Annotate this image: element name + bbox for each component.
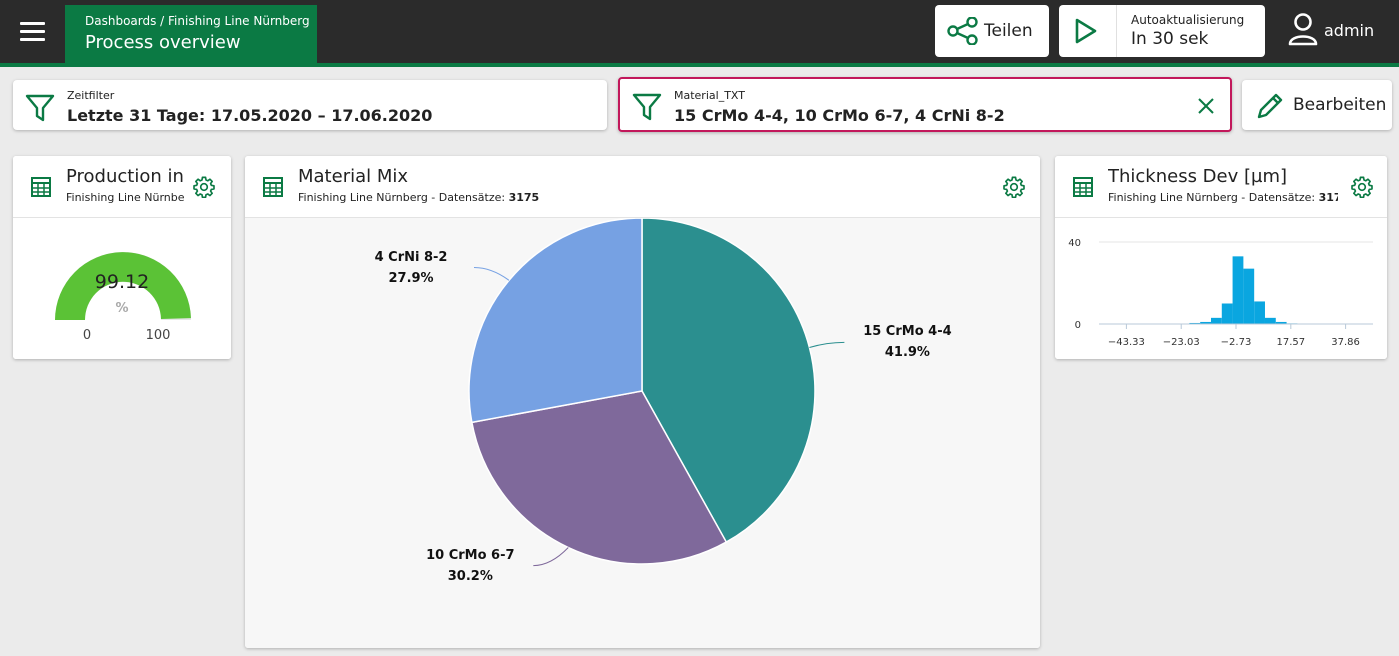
top-bar-accent: [0, 63, 1399, 67]
pie-slice-label: 10 CrMo 6-7 30.2%: [415, 545, 525, 587]
histogram-bar[interactable]: [1264, 317, 1276, 324]
histogram-bar[interactable]: [1254, 301, 1265, 324]
thickness-card: Thickness Dev [µm] Finishing Line Nürnbe…: [1055, 156, 1387, 359]
histogram-bar[interactable]: [1210, 317, 1222, 324]
filter-icon: [632, 93, 662, 121]
pie-chart: [468, 218, 845, 567]
edit-button[interactable]: Bearbeiten: [1242, 80, 1392, 130]
x-tick-label: 17.57: [1276, 337, 1305, 348]
card-subtitle: Finishing Line Nürnberg - Datensätze: 31…: [298, 191, 540, 204]
gauge-fill: [55, 252, 191, 320]
histogram-bar[interactable]: [1221, 303, 1233, 325]
card-header: Material Mix Finishing Line Nürnberg - D…: [245, 156, 1040, 218]
slice-name: 15 CrMo 4-4: [863, 324, 952, 340]
pie-label-connector: [809, 341, 845, 348]
time-filter-label: Zeitfilter: [67, 89, 115, 102]
time-filter-value: Letzte 31 Tage: 17.05.2020 – 17.06.2020: [67, 106, 433, 125]
gauge-min-label: 0: [82, 328, 92, 343]
pie-slice[interactable]: [470, 390, 728, 565]
menu-button[interactable]: [14, 17, 50, 47]
card-title: Thickness Dev [µm]: [1108, 166, 1288, 187]
pie-label-connector: [533, 547, 569, 567]
slice-percent: 41.9%: [884, 345, 930, 361]
play-icon: [1075, 18, 1097, 44]
autorefresh-value: In 30 sek: [1131, 29, 1209, 49]
page-title: Process overview: [85, 32, 241, 53]
record-count: 317: [1318, 191, 1338, 204]
pencil-icon: [1257, 93, 1283, 119]
gear-icon[interactable]: [193, 176, 215, 198]
gauge-max-label: 100: [145, 328, 171, 343]
top-bar: Dashboards / Finishing Line Nürnberg Pro…: [0, 0, 1399, 63]
histogram-bar[interactable]: [1200, 321, 1211, 324]
record-count: 3175: [508, 191, 540, 204]
table-icon: [263, 177, 283, 197]
card-header: Production in Finishing Line Nürnbe: [13, 156, 231, 218]
pie-slice-label: 4 CrNi 8-2 27.9%: [356, 247, 466, 289]
pie-label-connector: [473, 267, 510, 281]
card-subtitle: Finishing Line Nürnbe: [66, 191, 185, 204]
pie-slice-label: 15 CrMo 4-4 41.9%: [852, 321, 962, 363]
gear-icon[interactable]: [1351, 176, 1373, 198]
histogram-chart: 40 0 −43.33 −23.03 −2.73 17.57 37.86: [1068, 238, 1373, 348]
table-icon: [1073, 177, 1093, 197]
user-name: admin: [1324, 21, 1375, 40]
material-filter-label: Material_TXT: [674, 89, 745, 102]
histogram-bar[interactable]: [1189, 322, 1201, 324]
gauge-chart: [55, 252, 191, 320]
card-subtitle: Finishing Line Nürnberg - Datensätze: 31…: [1108, 191, 1338, 204]
slice-name: 4 CrNi 8-2: [374, 249, 448, 265]
time-filter[interactable]: Zeitfilter Letzte 31 Tage: 17.05.2020 – …: [13, 80, 607, 130]
slice-name: 10 CrMo 6-7: [426, 547, 515, 563]
histogram-bar[interactable]: [1243, 268, 1255, 324]
x-tick-label: −23.03: [1163, 337, 1200, 348]
slice-percent: 30.2%: [447, 568, 493, 584]
breadcrumb[interactable]: Dashboards / Finishing Line Nürnberg: [85, 14, 310, 28]
gauge-unit: %: [115, 301, 129, 316]
pie-slice[interactable]: [468, 218, 643, 424]
share-icon: [947, 17, 978, 45]
y-tick-label: 0: [1075, 320, 1081, 331]
table-icon: [31, 177, 51, 197]
histogram-bar[interactable]: [1275, 321, 1287, 324]
x-tick-label: −2.73: [1221, 337, 1252, 348]
close-icon[interactable]: [1196, 96, 1216, 116]
y-tick-label: 40: [1068, 238, 1081, 249]
card-title: Material Mix: [298, 166, 409, 187]
x-tick-label: −43.33: [1108, 337, 1145, 348]
share-button[interactable]: Teilen: [935, 5, 1049, 57]
filter-icon: [25, 94, 55, 122]
material-filter-value: 15 CrMo 4-4, 10 CrMo 6-7, 4 CrNi 8-2: [674, 106, 1005, 125]
edit-label: Bearbeiten: [1293, 95, 1387, 115]
card-body: [13, 218, 231, 359]
production-card: Production in Finishing Line Nürnbe 99.1…: [13, 156, 231, 359]
share-label: Teilen: [984, 21, 1033, 41]
user-menu[interactable]: admin: [1287, 12, 1387, 50]
slice-percent: 27.9%: [388, 270, 434, 286]
autorefresh-button[interactable]: Autoaktualisierung In 30 sek: [1059, 5, 1265, 57]
card-header: Thickness Dev [µm] Finishing Line Nürnbe…: [1055, 156, 1387, 218]
gauge-value: 99.12: [94, 271, 150, 293]
material-mix-card: Material Mix Finishing Line Nürnberg - D…: [245, 156, 1040, 648]
material-filter[interactable]: Material_TXT 15 CrMo 4-4, 10 CrMo 6-7, 4…: [618, 77, 1232, 132]
histogram-bar[interactable]: [1232, 256, 1244, 324]
hamburger-icon: [20, 22, 45, 25]
x-tick-label: 37.86: [1331, 337, 1360, 348]
gear-icon[interactable]: [1003, 176, 1025, 198]
page-title-block: Dashboards / Finishing Line Nürnberg Pro…: [65, 5, 317, 63]
user-icon: [1288, 13, 1318, 46]
autorefresh-label: Autoaktualisierung: [1131, 13, 1245, 27]
card-title: Production in: [66, 166, 184, 187]
